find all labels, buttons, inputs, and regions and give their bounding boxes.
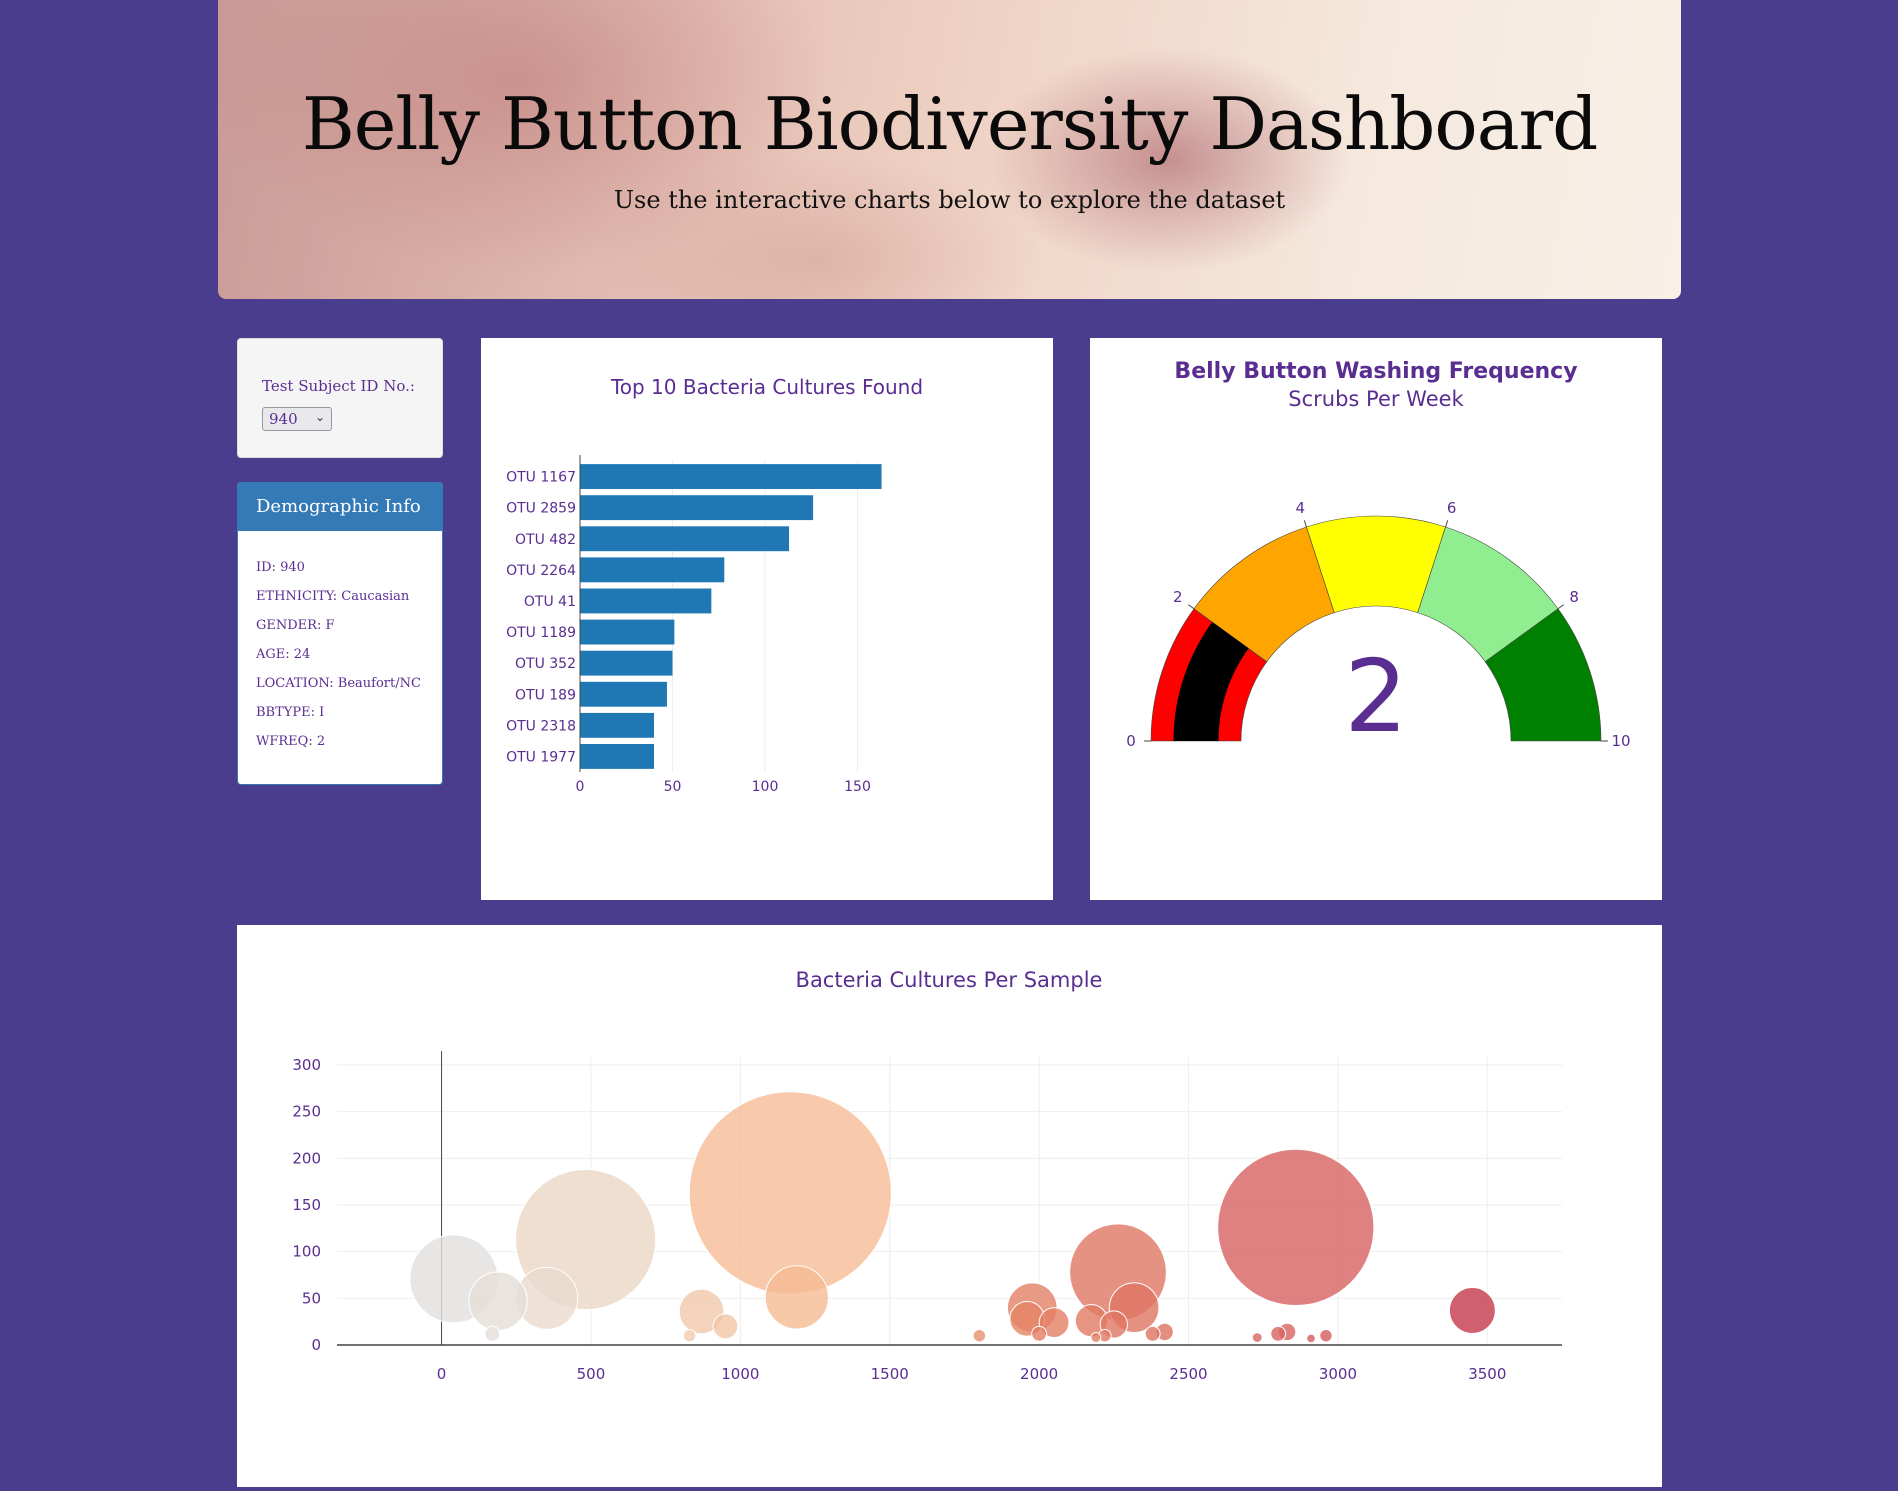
- gauge-tick-label: 0: [1126, 732, 1136, 750]
- subject-id-select[interactable]: 940 ⌄: [262, 407, 332, 431]
- bubble-point: [1251, 1332, 1263, 1343]
- bubble-x-tick-label: 3000: [1319, 1365, 1357, 1383]
- chevron-down-icon: ⌄: [314, 410, 325, 424]
- bubble-chart-card: Bacteria Cultures Per Sample 0 50 100 150 200…: [237, 925, 1662, 1487]
- bubble-point: [682, 1328, 697, 1343]
- bar-category-label: OTU 352: [515, 656, 576, 672]
- bubble-point: [1217, 1148, 1375, 1307]
- bar: [580, 526, 790, 552]
- bubble-x-tick-label: 0: [437, 1365, 447, 1383]
- demographic-item: GENDER: F: [256, 618, 335, 633]
- bubble-y-tick-label: 200: [292, 1149, 321, 1167]
- bar-category-label: OTU 2318: [506, 718, 576, 734]
- gauge-subtitle: Scrubs Per Week: [1288, 387, 1464, 411]
- bar-category-label: OTU 41: [524, 594, 576, 610]
- demographic-item: ID: 940: [256, 560, 305, 575]
- demographic-item: AGE: 24: [256, 647, 311, 662]
- bubble-x-tick-label: 1000: [721, 1365, 759, 1383]
- gauge-step: [1484, 608, 1602, 742]
- bubble-point: [468, 1271, 528, 1331]
- demographic-item: WFREQ: 2: [256, 734, 326, 749]
- bubble-point: [972, 1328, 987, 1343]
- bubble-point: [484, 1325, 501, 1342]
- bubble-point: [1038, 1307, 1070, 1338]
- bubble-x-tick-label: 500: [577, 1365, 606, 1383]
- bubble-chart[interactable]: Bacteria Cultures Per Sample 0 50 100 150 200…: [237, 925, 1662, 1487]
- demographic-info-panel: Demographic Info ID: 940 ETHNICITY: Cauc…: [237, 482, 443, 785]
- page-subtitle: Use the interactive charts below to expl…: [613, 186, 1286, 214]
- bubble-point: [678, 1288, 725, 1335]
- bar-category-label: OTU 1167: [506, 470, 576, 486]
- bar-category-label: OTU 2264: [506, 563, 576, 579]
- subject-select-label: Test Subject ID No.:: [262, 377, 415, 395]
- bar-chart[interactable]: Top 10 Bacteria Cultures Found 0 50 100 150 O…: [481, 338, 1053, 900]
- bar-chart-card: Top 10 Bacteria Cultures Found 0 50 100 150 O…: [481, 338, 1053, 900]
- bubble-y-tick-label: 150: [292, 1196, 321, 1214]
- bar: [580, 744, 654, 769]
- bubble-point: [1319, 1328, 1333, 1343]
- demographic-info-heading: Demographic Info: [238, 483, 442, 531]
- gauge-value-label: 2: [1344, 638, 1408, 755]
- bar-category-label: OTU 1189: [506, 625, 576, 641]
- bar: [580, 495, 814, 521]
- bar: [580, 557, 725, 583]
- gauge-chart[interactable]: Belly Button Washing Frequency Scrubs Per…: [1090, 338, 1662, 900]
- gauge-tick: [1188, 604, 1195, 610]
- bar: [580, 712, 654, 738]
- header-banner: Belly Button Biodiversity Dashboard Use …: [218, 0, 1681, 299]
- bar-x-tick-label: 100: [752, 779, 779, 795]
- bubble-point: [688, 1091, 892, 1295]
- bubble-point: [1144, 1325, 1161, 1342]
- page-title: Belly Button Biodiversity Dashboard: [301, 82, 1598, 166]
- gauge-tick-label: 8: [1569, 588, 1579, 606]
- bubble-chart-title: Bacteria Cultures Per Sample: [796, 968, 1103, 992]
- bubble-point: [1448, 1287, 1496, 1334]
- bar: [580, 619, 675, 645]
- gauge-tick: [1303, 520, 1307, 528]
- bubble-x-tick-label: 3500: [1468, 1365, 1506, 1383]
- gauge-chart-card: Belly Button Washing Frequency Scrubs Per…: [1090, 338, 1662, 900]
- bubble-x-tick-label: 1500: [871, 1365, 909, 1383]
- bar-chart-title: Top 10 Bacteria Cultures Found: [610, 375, 923, 399]
- bubble-x-tick-label: 2000: [1020, 1365, 1058, 1383]
- bar-x-tick-label: 150: [844, 779, 871, 795]
- gauge-tick: [1557, 604, 1564, 610]
- bar-x-tick-label: 50: [664, 779, 682, 795]
- bar-category-label: OTU 1977: [506, 749, 576, 765]
- gauge-tick-label: 6: [1447, 499, 1457, 517]
- bar: [580, 588, 712, 614]
- bubble-y-tick-label: 300: [292, 1056, 321, 1074]
- bar: [580, 464, 882, 489]
- bubble-y-tick-label: 0: [311, 1336, 321, 1354]
- gauge-tick-label: 2: [1173, 588, 1183, 606]
- bar-x-tick-label: 0: [576, 779, 585, 795]
- bubble-point: [1090, 1332, 1102, 1343]
- subject-select-panel: Test Subject ID No.: 940 ⌄: [237, 338, 443, 458]
- bubble-y-tick-label: 250: [292, 1103, 321, 1121]
- demographic-item: LOCATION: Beaufort/NC: [256, 676, 421, 691]
- gauge-tick-label: 4: [1296, 499, 1306, 517]
- bubble-point: [1306, 1333, 1316, 1344]
- bar-category-label: OTU 2859: [506, 501, 576, 517]
- gauge-value-bar: [1173, 621, 1249, 741]
- bubble-point: [712, 1313, 739, 1340]
- subject-id-value: 940: [269, 410, 298, 428]
- bar: [580, 681, 667, 707]
- demographic-item: ETHNICITY: Caucasian: [256, 589, 410, 604]
- bubble-x-tick-label: 2500: [1169, 1365, 1207, 1383]
- bar-category-label: OTU 482: [515, 532, 576, 548]
- bubble-point: [764, 1265, 829, 1330]
- gauge-tick-label: 10: [1611, 732, 1630, 750]
- demographic-item: BBTYPE: I: [256, 705, 325, 720]
- bubble-y-tick-label: 100: [292, 1243, 321, 1261]
- bubble-y-tick-label: 50: [302, 1289, 321, 1307]
- bubble-point: [1270, 1325, 1287, 1342]
- demographic-list: ID: 940 ETHNICITY: Caucasian GENDER: F A…: [238, 531, 442, 756]
- gauge-tick: [1445, 520, 1449, 528]
- bar-category-label: OTU 189: [515, 687, 576, 703]
- bar: [580, 650, 673, 676]
- gauge-title: Belly Button Washing Frequency: [1174, 359, 1577, 384]
- bubble-point: [1031, 1325, 1048, 1342]
